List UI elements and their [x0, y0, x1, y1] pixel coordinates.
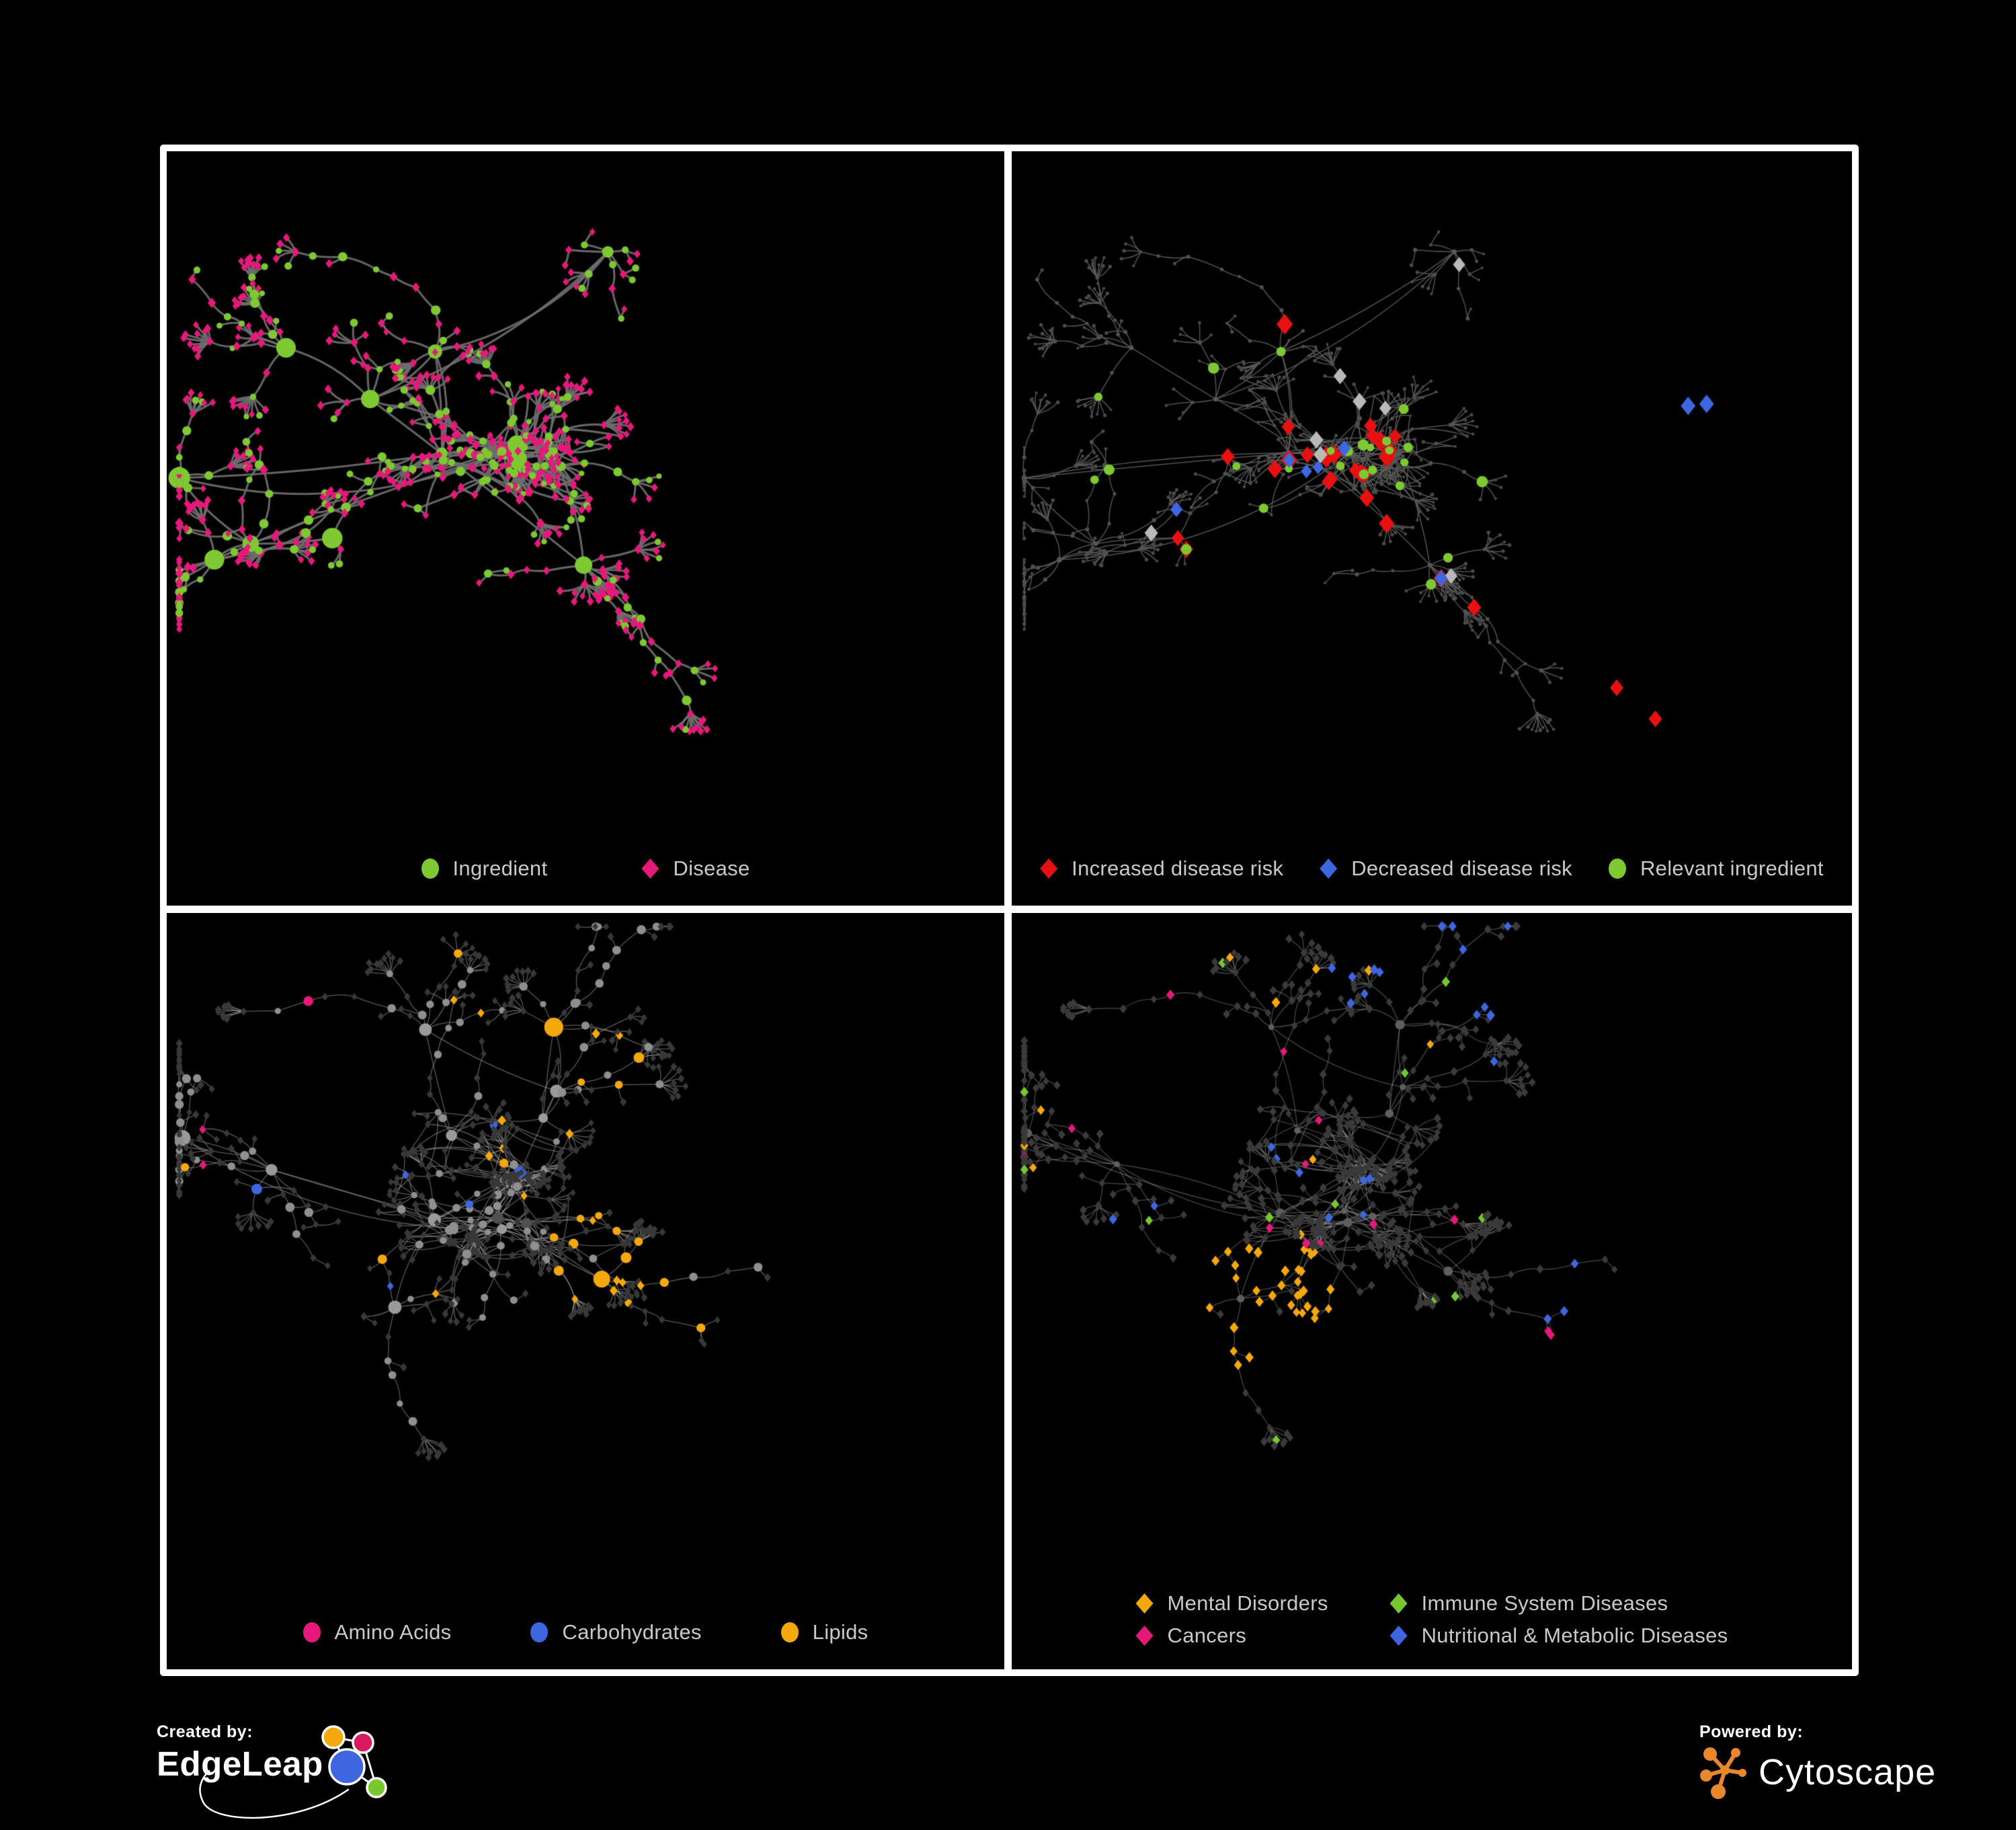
legend-label: Nutritional & Metabolic Diseases [1421, 1624, 1728, 1647]
legend-label: Ingredient [452, 857, 548, 880]
legend-label: Decreased disease risk [1351, 857, 1572, 880]
legend-item: Disease [641, 857, 750, 881]
cancers-swatch-icon [1135, 1626, 1154, 1646]
carbohydrates-swatch-icon [530, 1622, 549, 1642]
cytoscape-logo-icon [1700, 1747, 1746, 1799]
legend-item: Amino Acids [303, 1620, 452, 1644]
legend-item: Decreased disease risk [1320, 857, 1572, 881]
legend-label: Cancers [1167, 1624, 1247, 1647]
panel-ingredient-disease: Ingredient Disease [167, 151, 1004, 906]
legend-disease-categories: Mental Disorders Immune System Diseases … [1012, 1575, 1852, 1669]
network-canvas-disease-categories [1012, 913, 1852, 1581]
network-canvas-ingredient-disease [167, 151, 1004, 830]
legend-label: Increased disease risk [1072, 857, 1284, 880]
legend-disease-risk: Increased disease risk Decreased disease… [1012, 832, 1852, 906]
lipids-swatch-icon [780, 1622, 799, 1642]
legend-label: Disease [673, 857, 750, 880]
panel-disease-risk: Increased disease risk Decreased disease… [1012, 151, 1852, 906]
legend-label: Mental Disorders [1167, 1591, 1328, 1615]
legend-ingredient-disease: Ingredient Disease [167, 832, 1004, 906]
legend-item: Immune System Diseases [1389, 1591, 1728, 1616]
panel-disease-categories: Mental Disorders Immune System Diseases … [1012, 913, 1852, 1669]
legend-item: Mental Disorders [1135, 1591, 1328, 1616]
edgeleap-credit: Created by: EdgeLeap [157, 1722, 419, 1823]
decreased-risk-swatch-icon [1320, 859, 1338, 879]
legend-label: Relevant ingredient [1640, 857, 1824, 880]
amino-acids-swatch-icon [303, 1622, 321, 1642]
nutritional-diseases-swatch-icon [1389, 1626, 1408, 1646]
cytoscape-wordmark: Cytoscape [1759, 1752, 1937, 1792]
network-canvas-disease-risk [1012, 151, 1852, 830]
edgeleap-wordmark: EdgeLeap [157, 1745, 323, 1783]
cytoscape-credit: Powered by: Cytoscape [1699, 1722, 1995, 1823]
legend-macronutrients: Amino Acids Carbohydrates Lipids [167, 1595, 1004, 1669]
legend-item: Nutritional & Metabolic Diseases [1389, 1624, 1728, 1648]
legend-item: Cancers [1135, 1624, 1328, 1648]
figure-frame [160, 145, 1859, 1676]
ingredient-swatch-icon [421, 859, 439, 879]
panel-macronutrients: Amino Acids Carbohydrates Lipids [167, 913, 1004, 1669]
legend-item: Increased disease risk [1040, 857, 1283, 881]
legend-item: Relevant ingredient [1609, 857, 1824, 881]
increased-risk-swatch-icon [1040, 859, 1058, 879]
powered-by-label: Powered by: [1699, 1722, 1804, 1741]
legend-item: Lipids [780, 1620, 869, 1644]
immune-diseases-swatch-icon [1389, 1593, 1408, 1614]
legend-item: Carbohydrates [530, 1620, 701, 1644]
network-canvas-macronutrients [167, 913, 1004, 1595]
mental-disorders-swatch-icon [1135, 1593, 1154, 1614]
created-by-label: Created by: [157, 1722, 253, 1741]
legend-item: Ingredient [421, 857, 548, 881]
disease-swatch-icon [641, 859, 659, 879]
legend-label: Lipids [812, 1620, 869, 1644]
legend-label: Amino Acids [334, 1620, 452, 1644]
legend-label: Carbohydrates [562, 1620, 702, 1644]
legend-label: Immune System Diseases [1421, 1591, 1668, 1615]
panel-divider-horizontal [167, 906, 1852, 913]
relevant-ingredient-swatch-icon [1609, 859, 1626, 879]
